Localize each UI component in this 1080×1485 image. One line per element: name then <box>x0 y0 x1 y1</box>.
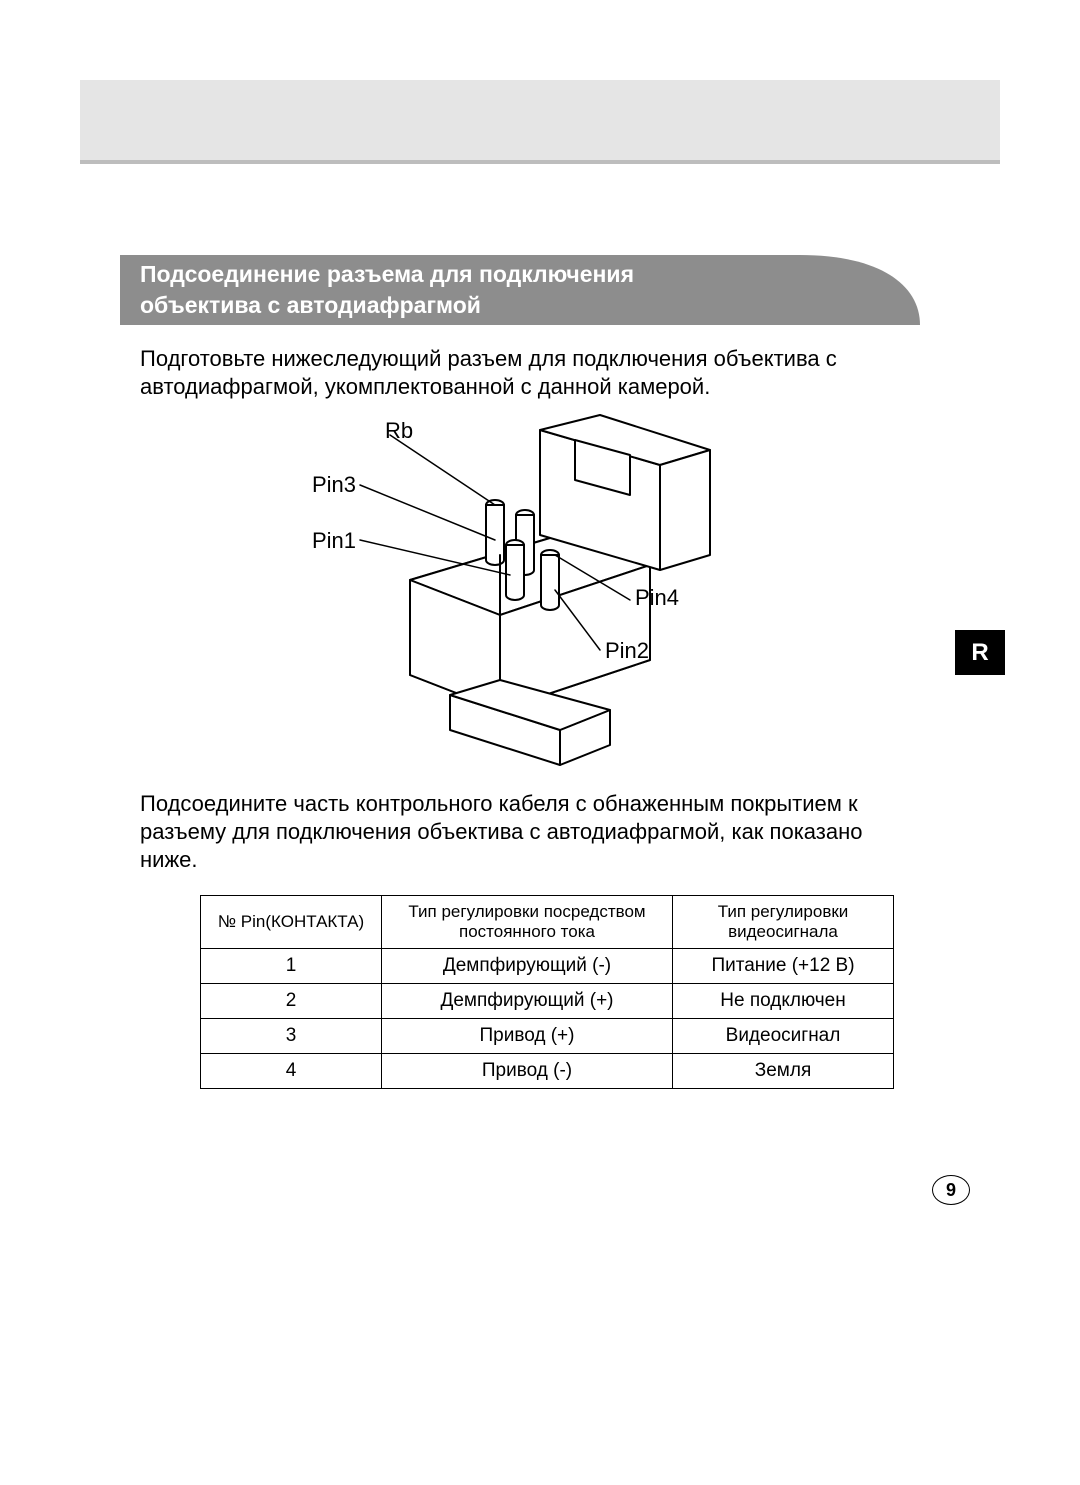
title-line2: объектива с автодиафрагмой <box>140 292 481 318</box>
table-row: 2 Демпфирующий (+) Не подключен <box>201 984 894 1019</box>
cell: 2 <box>201 984 382 1019</box>
section-title: Подсоединение разъема для подключения об… <box>120 255 940 325</box>
cell: Привод (+) <box>382 1019 673 1054</box>
header-grey-band <box>80 80 1000 160</box>
table-row: 3 Привод (+) Видеосигнал <box>201 1019 894 1054</box>
cell: Демпфирующий (-) <box>382 949 673 984</box>
cell: 3 <box>201 1019 382 1054</box>
label-pin1: Pin1 <box>312 528 356 554</box>
label-rb: Rb <box>385 418 413 444</box>
title-text: Подсоединение разъема для подключения об… <box>140 259 940 321</box>
page-number: 9 <box>932 1175 970 1205</box>
cell: Видеосигнал <box>673 1019 894 1054</box>
cell: Демпфирующий (+) <box>382 984 673 1019</box>
side-tab: R <box>955 630 1005 675</box>
cell: Земля <box>673 1054 894 1089</box>
table-row: 4 Привод (-) Земля <box>201 1054 894 1089</box>
label-pin4: Pin4 <box>635 585 679 611</box>
label-pin2: Pin2 <box>605 638 649 664</box>
page-header-band <box>80 80 1000 200</box>
col-header-2: Тип регулировки видеосигнала <box>673 896 894 949</box>
table-header-row: № Pin(КОНТАКТА) Тип регулировки посредст… <box>201 896 894 949</box>
label-pin3: Pin3 <box>312 472 356 498</box>
cell: Привод (-) <box>382 1054 673 1089</box>
cell: Не подключен <box>673 984 894 1019</box>
pin-table: № Pin(КОНТАКТА) Тип регулировки посредст… <box>200 895 894 1089</box>
col-header-1: Тип регулировки посредством постоянного … <box>382 896 673 949</box>
paragraph-1: Подготовьте нижеследующий разъем для под… <box>140 345 920 401</box>
connector-diagram: Rb Pin3 Pin1 Pin4 Pin2 <box>300 400 820 770</box>
col-header-0: № Pin(КОНТАКТА) <box>201 896 382 949</box>
title-line1: Подсоединение разъема для подключения <box>140 261 634 287</box>
paragraph-2: Подсоедините часть контрольного кабеля с… <box>140 790 920 874</box>
header-underline <box>80 160 1000 164</box>
cell: Питание (+12 В) <box>673 949 894 984</box>
cell: 4 <box>201 1054 382 1089</box>
cell: 1 <box>201 949 382 984</box>
table-row: 1 Демпфирующий (-) Питание (+12 В) <box>201 949 894 984</box>
